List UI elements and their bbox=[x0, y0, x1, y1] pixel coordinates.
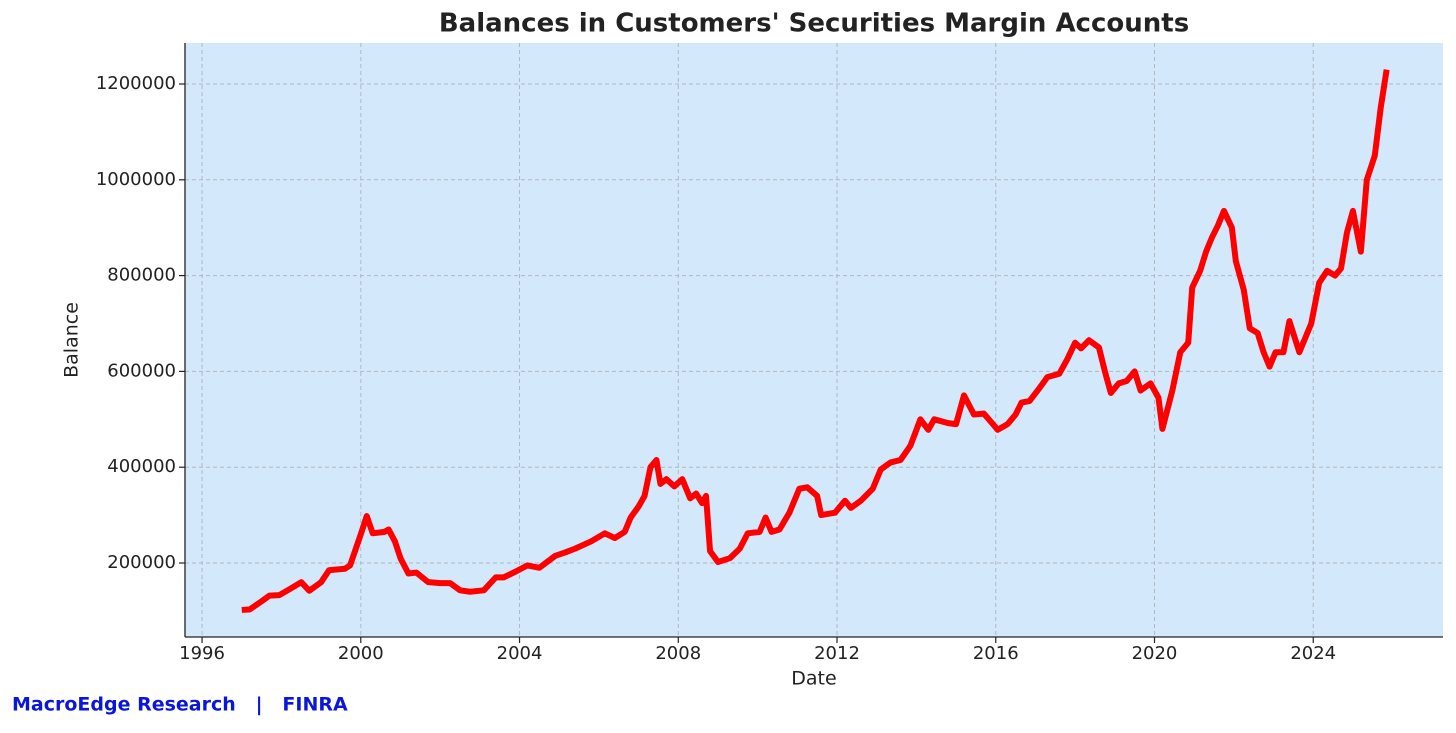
y-tick-label: 200000 bbox=[107, 552, 176, 573]
plot-background bbox=[185, 43, 1443, 637]
x-tick-label: 2008 bbox=[655, 643, 701, 664]
x-tick-label: 2016 bbox=[973, 643, 1019, 664]
chart-title: Balances in Customers' Securities Margin… bbox=[439, 9, 1189, 39]
y-axis-label: Balance bbox=[61, 302, 83, 378]
y-tick-label: 1200000 bbox=[96, 73, 176, 94]
x-axis-label: Date bbox=[791, 668, 836, 690]
x-tick-label: 1996 bbox=[179, 643, 225, 664]
x-tick-label: 2024 bbox=[1290, 643, 1336, 664]
x-tick-label: 2020 bbox=[1132, 643, 1178, 664]
x-tick-label: 2012 bbox=[814, 643, 860, 664]
y-tick-label: 400000 bbox=[107, 456, 176, 477]
y-tick-label: 600000 bbox=[107, 360, 176, 381]
x-tick-label: 2000 bbox=[338, 643, 384, 664]
data-line bbox=[241, 69, 1390, 613]
y-tick-label: 1000000 bbox=[96, 169, 176, 190]
x-tick-label: 2004 bbox=[497, 643, 543, 664]
y-tick-label: 800000 bbox=[107, 265, 176, 286]
source-note: MacroEdge Research | FINRA bbox=[12, 694, 348, 716]
